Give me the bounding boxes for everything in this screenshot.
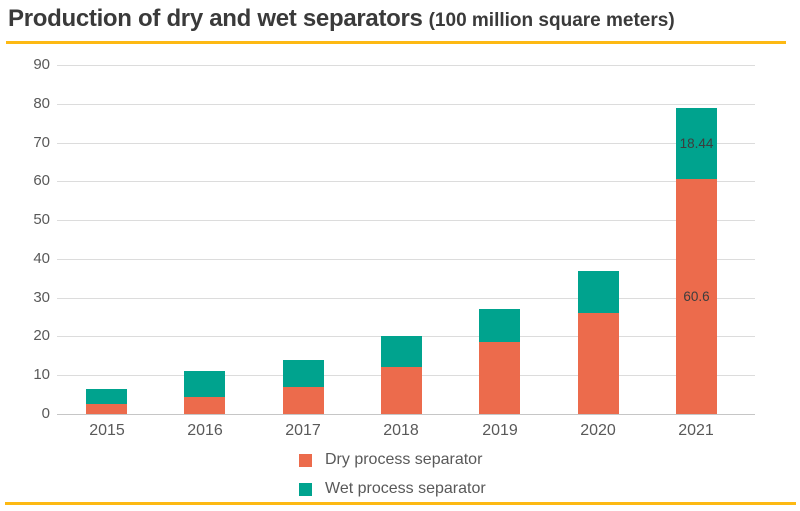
x-axis-tick-2018: 2018 [383, 422, 419, 439]
bar-segment-wet-2018 [381, 336, 422, 367]
y-axis-tick-80: 80 [33, 95, 50, 112]
chart-title-main: Production of dry and wet separators [8, 5, 423, 32]
y-axis-tick-10: 10 [33, 366, 50, 383]
legend-item-wet: Wet process separator [299, 480, 486, 498]
x-axis-tick-2020: 2020 [580, 422, 616, 439]
legend-label-dry: Dry process separator [325, 451, 483, 468]
bar-segment-wet-2020 [578, 271, 619, 313]
bar-segment-wet-2015 [86, 389, 127, 404]
y-axis-tick-50: 50 [33, 211, 50, 228]
bar-segment-dry-2015 [86, 404, 127, 414]
gridline-0 [57, 414, 755, 415]
bar-segment-dry-2019 [479, 342, 520, 414]
bottom-accent-line [5, 502, 796, 505]
y-axis-tick-0: 0 [41, 405, 50, 422]
y-axis-tick-70: 70 [33, 134, 50, 151]
y-axis-tick-90: 90 [33, 56, 50, 73]
gridline-60 [57, 181, 755, 182]
y-axis-tick-60: 60 [33, 172, 50, 189]
legend-swatch-dry-icon [299, 453, 312, 467]
legend-swatch-wet-icon [299, 482, 312, 496]
x-axis-tick-2021: 2021 [678, 422, 714, 439]
chart-title: Production of dry and wet separators (100… [8, 5, 675, 33]
gridline-80 [57, 104, 755, 105]
x-axis-tick-2017: 2017 [285, 422, 321, 439]
x-axis-tick-2016: 2016 [187, 422, 223, 439]
title-underline [6, 41, 786, 44]
y-axis-tick-40: 40 [33, 250, 50, 267]
bar-segment-wet-2016 [184, 371, 225, 397]
legend-item-dry: Dry process separator [299, 451, 486, 469]
y-axis-tick-30: 30 [33, 289, 50, 306]
bar-segment-dry-2017 [283, 387, 324, 414]
bar-segment-wet-2021: 18.44 [676, 108, 717, 179]
legend-label-wet: Wet process separator [325, 480, 486, 497]
x-axis-tick-2015: 2015 [89, 422, 125, 439]
gridline-30 [57, 298, 755, 299]
gridline-50 [57, 220, 755, 221]
data-label-wet-2021: 18.44 [679, 136, 714, 151]
bar-segment-dry-2020 [578, 313, 619, 414]
gridline-40 [57, 259, 755, 260]
x-axis-tick-2019: 2019 [482, 422, 518, 439]
chart-title-unit: (100 million square meters) [428, 10, 675, 31]
bar-segment-dry-2016 [184, 397, 225, 414]
gridline-90 [57, 65, 755, 66]
y-axis-tick-20: 20 [33, 327, 50, 344]
data-label-dry-2021: 60.6 [683, 289, 710, 304]
bar-segment-dry-2021: 60.6 [676, 179, 717, 414]
bar-segment-wet-2017 [283, 360, 324, 387]
bar-segment-dry-2018 [381, 367, 422, 414]
bar-segment-wet-2019 [479, 309, 520, 342]
gridline-70 [57, 143, 755, 144]
legend: Dry process separator Wet process separa… [299, 451, 486, 498]
